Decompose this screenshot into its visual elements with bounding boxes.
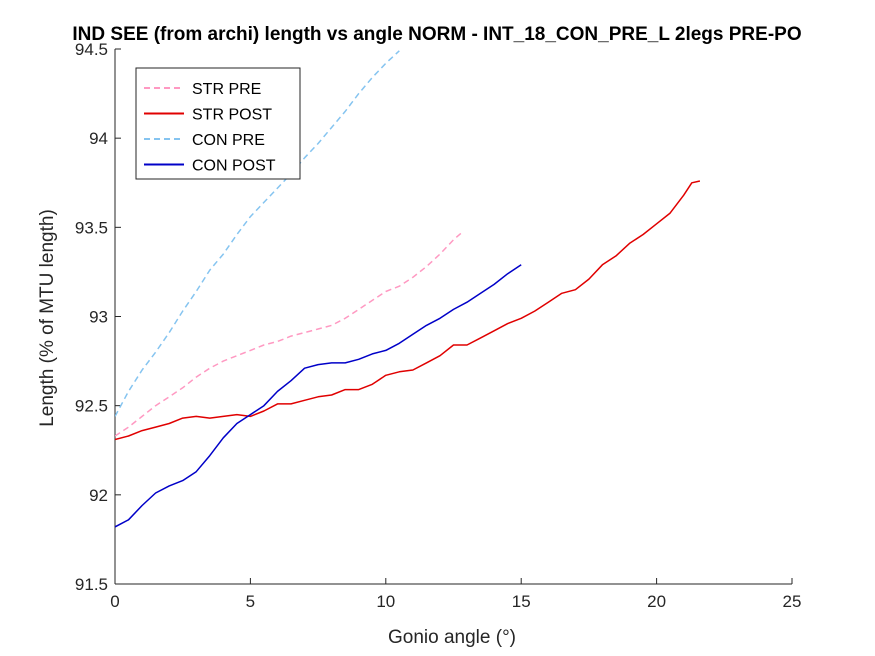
legend-label: CON PRE	[192, 132, 265, 149]
y-tick-label: 93	[89, 308, 108, 327]
y-tick-label: 91.5	[75, 575, 108, 594]
x-tick-label: 15	[512, 592, 531, 611]
series-line-con-pre	[115, 50, 400, 417]
y-tick-label: 93.5	[75, 218, 108, 237]
x-tick-label: 0	[110, 592, 119, 611]
legend: STR PRE STR POST CON PRE CON POST	[135, 67, 301, 180]
series-line-con-post	[115, 264, 522, 528]
series-lines	[115, 50, 701, 528]
x-tick-label: 25	[783, 592, 802, 611]
x-tick-label: 10	[376, 592, 395, 611]
series-line-str-pre	[115, 232, 463, 437]
y-tick-label: 92.5	[75, 397, 108, 416]
chart-title: IND SEE (from archi) length vs angle NOR…	[72, 24, 801, 45]
y-tick-label: 94.5	[75, 40, 108, 59]
y-tick-label: 92	[89, 486, 108, 505]
x-tick-label: 5	[246, 592, 255, 611]
legend-label: STR POST	[192, 107, 272, 124]
plot-area	[115, 50, 701, 528]
legend-label: STR PRE	[192, 81, 261, 98]
axes	[114, 48, 793, 585]
legend-label: CON POST	[192, 158, 276, 175]
tick-labels: 0 5 10 15 20 25 91.5 92 92.5 93 93.5 94 94.5	[75, 40, 802, 611]
x-tick-label: 20	[647, 592, 666, 611]
legend-box	[135, 67, 301, 180]
x-axis-label: Gonio angle (°)	[388, 627, 516, 648]
series-line-str-post	[115, 180, 701, 441]
y-axis-label: Length (% of MTU length)	[37, 209, 58, 427]
y-tick-label: 94	[89, 129, 108, 148]
